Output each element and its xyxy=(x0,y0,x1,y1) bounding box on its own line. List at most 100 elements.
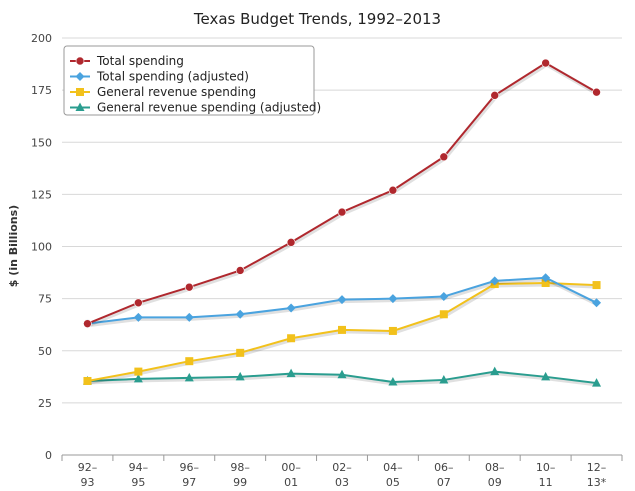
x-tick-label-line: 02– xyxy=(332,461,352,474)
legend-box xyxy=(63,45,315,116)
x-tick-label-line: 00– xyxy=(281,461,301,474)
data-point xyxy=(184,372,194,382)
legend-item[interactable]: General revenue spending (adjusted) xyxy=(70,101,321,115)
x-tick-label-line: 97 xyxy=(182,476,196,489)
x-tick-label-line: 04– xyxy=(383,461,403,474)
x-tick-label-line: 92– xyxy=(78,461,98,474)
data-point xyxy=(83,319,92,328)
data-point xyxy=(439,292,449,302)
data-point xyxy=(133,373,143,383)
x-tick-label-line: 94– xyxy=(129,461,149,474)
series-general-revenue-spending-adjusted xyxy=(82,366,602,387)
data-point xyxy=(541,371,551,381)
data-point xyxy=(490,276,500,286)
legend-marker xyxy=(75,102,85,111)
y-tick-label: 175 xyxy=(31,84,52,97)
data-point xyxy=(286,238,296,247)
data-point xyxy=(388,377,398,386)
data-point xyxy=(490,366,500,376)
x-tick-label-line: 12– xyxy=(587,461,607,474)
x-tick-label-line: 11 xyxy=(539,476,553,489)
data-point xyxy=(134,367,143,376)
data-point xyxy=(439,374,449,384)
x-tick-label-line: 09 xyxy=(488,476,502,489)
x-tick-label-line: 99 xyxy=(233,476,247,489)
y-tick-label: 50 xyxy=(38,345,52,358)
data-point xyxy=(185,357,194,366)
x-tick-label-line: 98– xyxy=(230,461,250,474)
data-point xyxy=(287,334,296,343)
x-tick-label: 02– 03 xyxy=(332,461,352,489)
legend-item[interactable]: General revenue spending xyxy=(70,85,256,99)
data-point xyxy=(286,368,296,378)
x-tick-label-line: 13* xyxy=(587,476,607,489)
x-tick-label: 04– 05 xyxy=(383,461,403,489)
y-tick-label: 25 xyxy=(38,397,52,410)
data-point xyxy=(490,91,500,100)
legend-marker xyxy=(76,88,84,96)
x-tick-label: 12– 13* xyxy=(587,461,607,489)
series-general-revenue-spending xyxy=(83,278,601,385)
data-point xyxy=(337,207,347,217)
data-point xyxy=(83,376,92,385)
data-point xyxy=(337,295,347,305)
x-tick-label: 06– 07 xyxy=(434,461,454,489)
x-tick-label: 10– 11 xyxy=(536,461,556,489)
x-tick-label-line: 01 xyxy=(284,476,298,489)
y-axis-label: $ (in Billions) xyxy=(7,205,20,287)
data-point xyxy=(235,266,245,275)
x-tick-label-line: 10– xyxy=(536,461,556,474)
x-tick-label: 96– 97 xyxy=(180,461,200,489)
data-series xyxy=(82,58,602,387)
legend-label: General revenue spending xyxy=(97,85,256,99)
x-tick-label-line: 03 xyxy=(335,476,349,489)
y-tick-label: 150 xyxy=(31,136,52,149)
legend-label: Total spending (adjusted) xyxy=(96,70,249,84)
x-tick-label-line: 06– xyxy=(434,461,454,474)
legend-item[interactable]: Total spending xyxy=(70,54,184,68)
series-total-spending-adjusted xyxy=(82,273,602,329)
data-point xyxy=(235,371,245,381)
data-point xyxy=(338,325,346,334)
data-point xyxy=(388,185,398,195)
data-point xyxy=(388,294,398,304)
data-point xyxy=(541,273,551,283)
data-point xyxy=(592,87,601,97)
chart-title: Texas Budget Trends, 1992–2013 xyxy=(193,10,441,28)
y-tick-label: 0 xyxy=(45,449,52,462)
data-point xyxy=(236,348,245,357)
data-point xyxy=(133,312,143,322)
data-point xyxy=(439,310,448,319)
data-point xyxy=(337,369,347,379)
legend-label: General revenue spending (adjusted) xyxy=(97,101,321,115)
x-tick-label: 98– 99 xyxy=(230,461,250,489)
data-point xyxy=(592,378,602,387)
data-point xyxy=(184,282,194,292)
y-tick-label: 100 xyxy=(31,241,52,254)
data-point xyxy=(286,303,296,313)
data-point xyxy=(592,281,601,290)
legend-marker xyxy=(75,56,85,66)
x-tick-label-line: 08– xyxy=(485,461,505,474)
data-point xyxy=(184,312,194,322)
data-point xyxy=(235,309,245,319)
x-tick-label-line: 07 xyxy=(437,476,451,489)
legend-marker xyxy=(75,72,85,81)
x-tick-label-line: 93 xyxy=(80,476,94,489)
data-point xyxy=(134,298,143,308)
x-tick-label: 08– 09 xyxy=(485,461,505,489)
x-tick-label-line: 96– xyxy=(180,461,200,474)
data-point xyxy=(541,58,550,68)
data-point xyxy=(592,298,602,308)
legend-item[interactable]: Total spending (adjusted) xyxy=(70,70,249,84)
y-tick-label: 125 xyxy=(31,188,52,201)
y-tick-label: 200 xyxy=(31,32,52,45)
x-tick-label-line: 95 xyxy=(131,476,145,489)
x-tick-label: 00– 01 xyxy=(281,461,301,489)
series-total-spending xyxy=(83,58,601,328)
x-tick-label: 94– 95 xyxy=(129,461,149,489)
legend-label: Total spending xyxy=(96,54,184,68)
